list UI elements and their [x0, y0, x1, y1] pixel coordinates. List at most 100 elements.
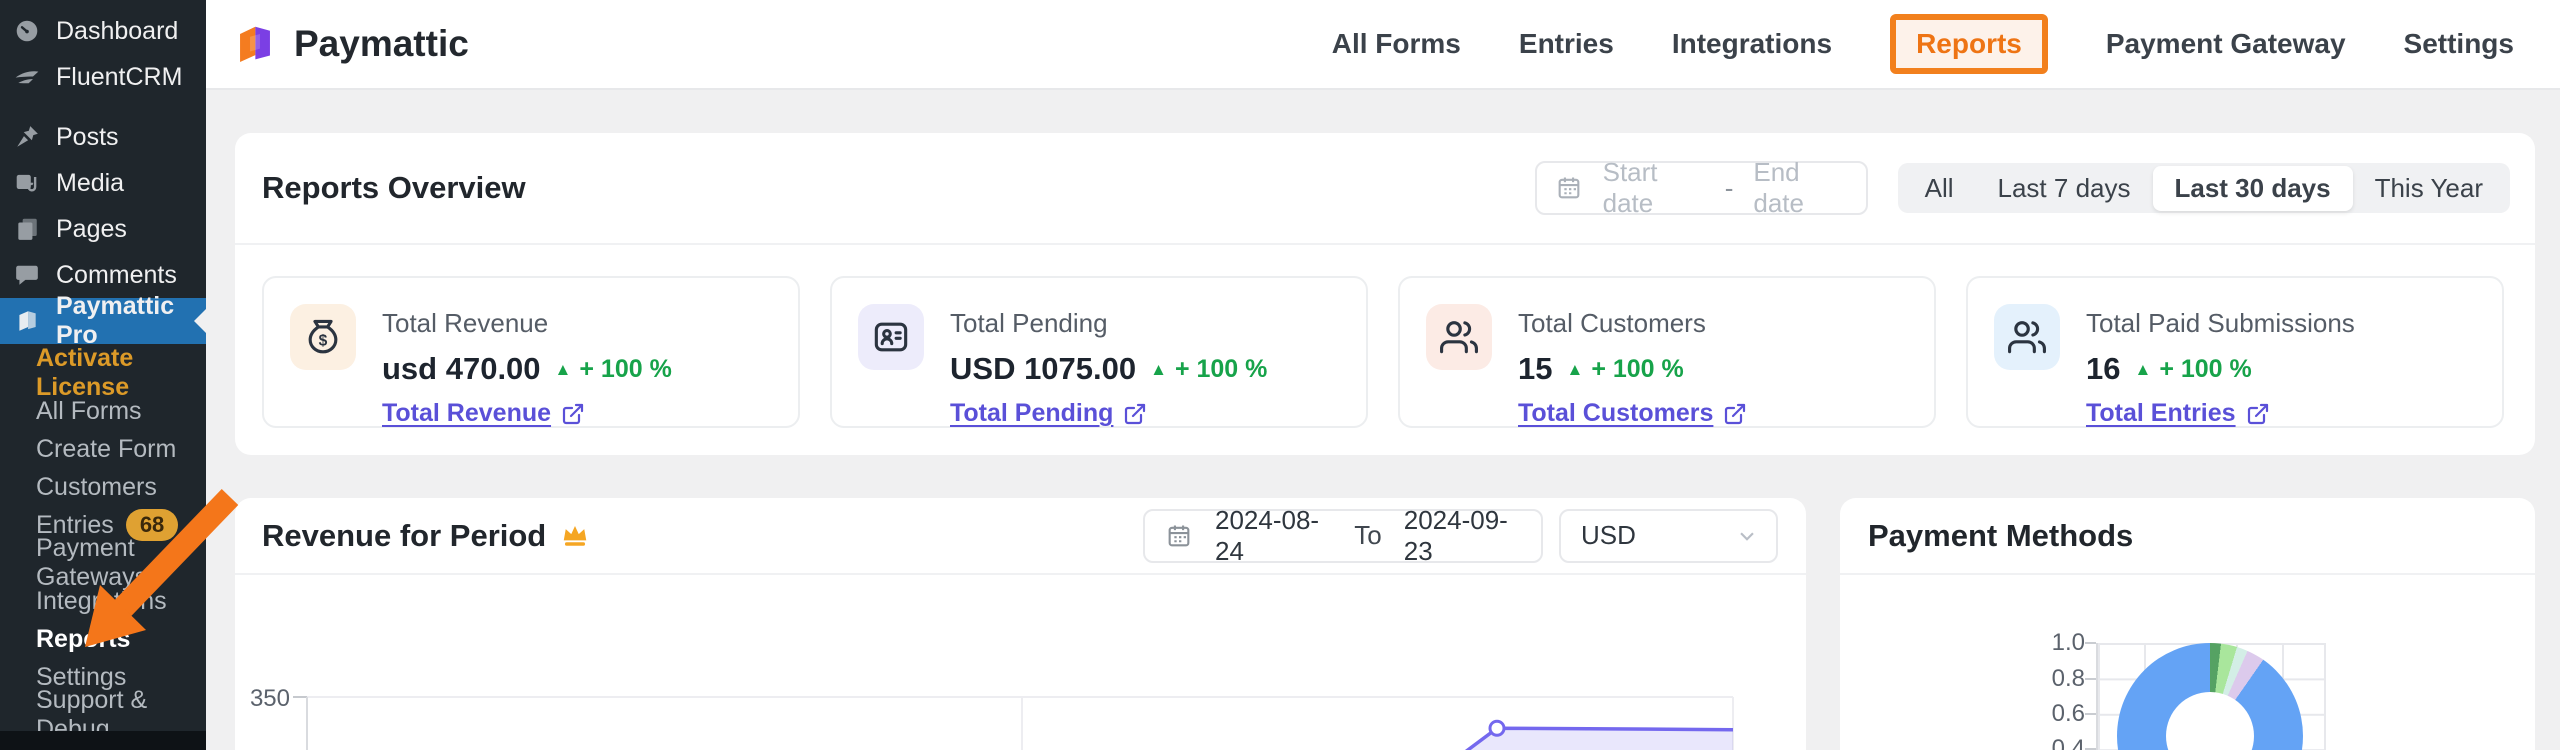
payment-methods-title: Payment Methods: [1868, 517, 2134, 553]
dashboard-icon: [14, 18, 40, 44]
sidebar-item-fluentcrm[interactable]: FluentCRM: [0, 54, 206, 100]
payment-methods-panel: Payment Methods 1.0 0.8 0.6 0.4: [1840, 498, 2535, 750]
y-axis-tick: 0.6: [2051, 700, 2085, 727]
sidebar-item-activate-license[interactable]: Activate License: [36, 344, 134, 401]
plugin-top-nav: All Forms Entries Integrations Reports P…: [1332, 14, 2514, 74]
start-date-placeholder[interactable]: Start date: [1602, 157, 1658, 218]
sidebar-item-pages[interactable]: Pages: [0, 206, 206, 252]
revenue-line-chart: 350 300: [235, 575, 1806, 750]
stat-cards-row: $ Total Revenue usd 470.00 ▲ + 100 % Tota…: [262, 276, 2504, 428]
sidebar-item-label: Pages: [56, 214, 127, 243]
id-card-icon: [858, 304, 924, 370]
sidebar-item-dashboard[interactable]: Dashboard: [0, 8, 206, 54]
sidebar-item-settings[interactable]: Settings: [36, 662, 127, 691]
card-value: USD 1075.00: [950, 351, 1137, 386]
reports-overview-header: Reports Overview Start date - End date A…: [235, 133, 2535, 245]
sidebar-item-label: FluentCRM: [56, 62, 183, 91]
revenue-date-range-picker[interactable]: 2024-08-24 To 2024-09-23: [1143, 505, 1543, 566]
sidebar-item-paymattic-pro[interactable]: Paymattic Pro: [0, 292, 206, 349]
money-bag-icon: $: [290, 304, 356, 370]
paymattic-logo-icon: [14, 308, 40, 334]
calendar-icon: [1165, 522, 1193, 550]
nav-payment-gateway[interactable]: Payment Gateway: [2105, 28, 2346, 59]
users-icon: [1994, 304, 2060, 370]
revenue-for-period-panel: Revenue for Period 2024-08-24 To 2024-09…: [235, 498, 1806, 750]
range-last-7-days-button[interactable]: Last 7 days: [1997, 172, 2131, 203]
trend-badge: ▲ + 100 %: [2134, 354, 2252, 383]
sidebar-item-media[interactable]: Media: [0, 160, 206, 206]
end-date-placeholder[interactable]: End date: [1753, 157, 1804, 218]
card-title: Total Revenue: [382, 308, 549, 338]
menu-separator: [0, 100, 206, 114]
card-body: Total Pending USD 1075.00 ▲ + 100 % Total…: [950, 304, 1268, 428]
nav-reports-highlighted[interactable]: Reports: [1890, 14, 2048, 74]
external-link-icon: [2246, 402, 2270, 426]
axis-tick-mark: [2085, 678, 2096, 680]
sidebar-item-label: Paymattic Pro: [56, 292, 175, 349]
card-body: Total Customers 15 ▲ + 100 % Total Custom…: [1518, 304, 1747, 428]
range-end-date[interactable]: 2024-09-23: [1403, 504, 1508, 566]
card-value: 15: [1518, 351, 1553, 386]
sidebar-item-all-forms[interactable]: All Forms: [36, 396, 142, 425]
nav-all-forms[interactable]: All Forms: [1331, 28, 1461, 59]
total-customers-link[interactable]: Total Customers: [1518, 399, 1747, 428]
range-start-date[interactable]: 2024-08-24: [1215, 504, 1320, 566]
sidebar-item-create-form[interactable]: Create Form: [36, 434, 177, 463]
up-triangle-icon: ▲: [1566, 359, 1584, 379]
sidebar-item-customers[interactable]: Customers: [36, 472, 157, 501]
range-filter-group: All Last 7 days Last 30 days This Year: [1897, 163, 2510, 213]
sidebar-item-comments[interactable]: Comments: [0, 252, 206, 298]
wp-admin-sidebar: Dashboard FluentCRM Posts Media: [0, 0, 206, 750]
sidebar-item-posts[interactable]: Posts: [0, 114, 206, 160]
calendar-icon: [1555, 174, 1583, 202]
sidebar-item-label: Media: [56, 168, 125, 197]
axis-tick-mark: [2085, 642, 2096, 644]
total-pending-card: Total Pending USD 1075.00 ▲ + 100 % Total…: [830, 276, 1368, 428]
range-this-year-button[interactable]: This Year: [2374, 172, 2483, 203]
card-title: Total Paid Submissions: [2086, 308, 2355, 338]
sidebar-item-label: Posts: [56, 122, 119, 151]
y-axis-tick: 1.0: [2051, 629, 2085, 656]
revenue-panel-title: Revenue for Period: [262, 517, 547, 553]
nav-entries[interactable]: Entries: [1518, 28, 1614, 59]
total-revenue-link[interactable]: Total Revenue: [382, 399, 672, 428]
total-pending-link[interactable]: Total Pending: [950, 399, 1267, 428]
trend-badge: ▲ + 100 %: [1150, 354, 1268, 383]
external-link-icon: [1723, 402, 1747, 426]
paymattic-brand: Paymattic: [232, 21, 469, 67]
y-axis-tick: 0.4: [2051, 735, 2085, 750]
brand-title: Paymattic: [294, 23, 469, 64]
total-entries-link[interactable]: Total Entries: [2086, 399, 2355, 428]
total-paid-submissions-card: Total Paid Submissions 16 ▲ + 100 % Total…: [1966, 276, 2504, 428]
nav-integrations[interactable]: Integrations: [1671, 28, 1833, 59]
nav-settings[interactable]: Settings: [2403, 28, 2514, 59]
y-axis-tick: 350: [249, 685, 290, 712]
sidebar-item-payment-gateways[interactable]: Payment Gateways: [36, 534, 148, 591]
page-title: Reports Overview: [262, 170, 526, 205]
overview-date-range-picker[interactable]: Start date - End date: [1534, 157, 1868, 218]
svg-text:$: $: [319, 332, 328, 349]
sidebar-item-support-debug[interactable]: Support & Debug: [36, 686, 148, 743]
card-value: 16: [2086, 351, 2121, 386]
external-link-icon: [1123, 402, 1147, 426]
card-body: Total Paid Submissions 16 ▲ + 100 % Total…: [2086, 304, 2355, 428]
range-last-30-days-button[interactable]: Last 30 days: [2152, 165, 2353, 211]
users-icon: [1426, 304, 1492, 370]
sidebar-item-label: Comments: [56, 260, 177, 289]
date-separator: -: [1724, 172, 1734, 203]
currency-select[interactable]: USD: [1559, 508, 1778, 563]
card-value: usd 470.00: [382, 351, 541, 386]
card-title: Total Pending: [950, 308, 1108, 338]
axis-tick-mark: [2085, 713, 2096, 715]
sidebar-item-reports[interactable]: Reports: [36, 624, 131, 653]
revenue-chart-canvas: [293, 696, 1734, 750]
media-icon: [14, 170, 40, 196]
card-title: Total Customers: [1518, 308, 1706, 338]
range-all-button[interactable]: All: [1924, 172, 1954, 203]
sidebar-collapse-strip[interactable]: [0, 731, 206, 750]
up-triangle-icon: ▲: [554, 359, 572, 379]
trend-badge: ▲ + 100 %: [554, 354, 672, 383]
paymattic-logo-icon: [232, 21, 278, 67]
pin-icon: [14, 124, 40, 150]
